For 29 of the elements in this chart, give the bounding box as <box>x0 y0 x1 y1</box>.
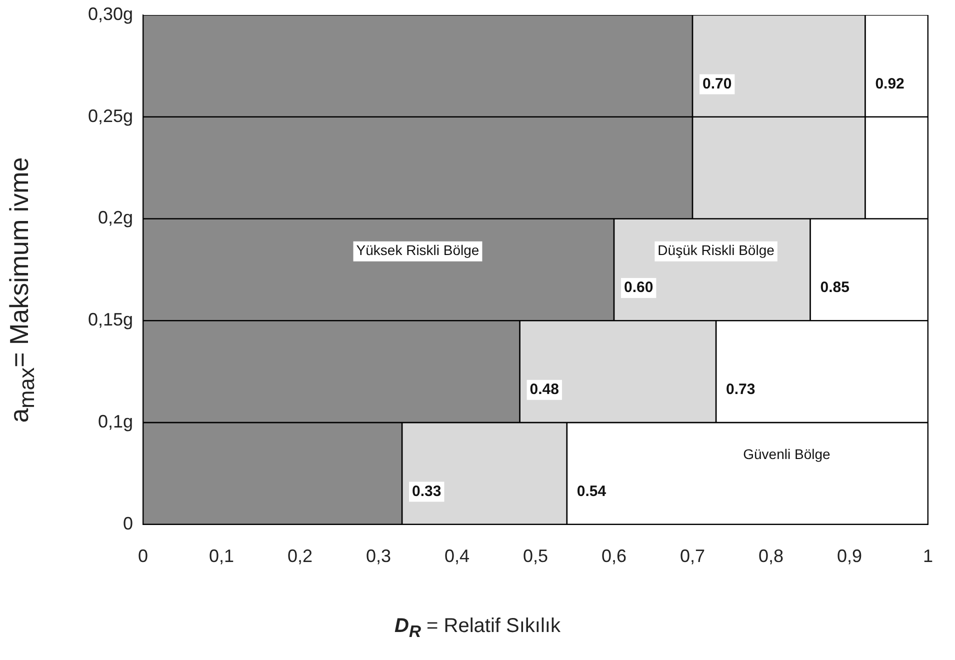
x-tick-label: 0,7 <box>680 546 706 566</box>
annotation: 0.92 <box>875 75 904 92</box>
annotation: 0.73 <box>726 381 756 398</box>
text: 0,1g <box>98 411 133 432</box>
x-tick-label: 0,4 <box>444 546 470 566</box>
x-tick-label: 0,1 <box>208 546 234 566</box>
x-tick-label: 0 <box>138 546 148 566</box>
series-label: Düşük Riskli Bölge <box>658 242 775 258</box>
text: 0,30g <box>88 4 133 24</box>
x-tick-label: 0,5 <box>522 546 548 566</box>
annotation: 0.70 <box>702 75 732 92</box>
annotation: 0.48 <box>530 381 559 398</box>
annotation: 0.85 <box>820 279 850 296</box>
x-tick-label: 1 <box>922 546 933 566</box>
series-label: Güvenli Bölge <box>743 446 830 462</box>
x-tick-label: 0,3 <box>366 546 392 566</box>
annotation: 0.54 <box>576 482 607 500</box>
text: 0,25g <box>88 106 133 126</box>
series-label: Yüksek Riskli Bölge <box>356 242 480 258</box>
x-tick-label: 0,8 <box>758 546 784 566</box>
annotation: 0.60 <box>624 279 654 296</box>
x-tick-label: 0,2 <box>287 546 313 566</box>
text: 0,15g <box>88 310 133 330</box>
x-tick-label: 0,6 <box>601 546 627 566</box>
annotation: 0.33 <box>412 482 442 500</box>
x-axis-title: D$_{R}$ = Relatif Sıkılık <box>394 615 562 642</box>
x-tick-label: 0,9 <box>836 546 862 566</box>
text: 0,2g <box>98 208 133 228</box>
text: 0 <box>122 513 133 534</box>
